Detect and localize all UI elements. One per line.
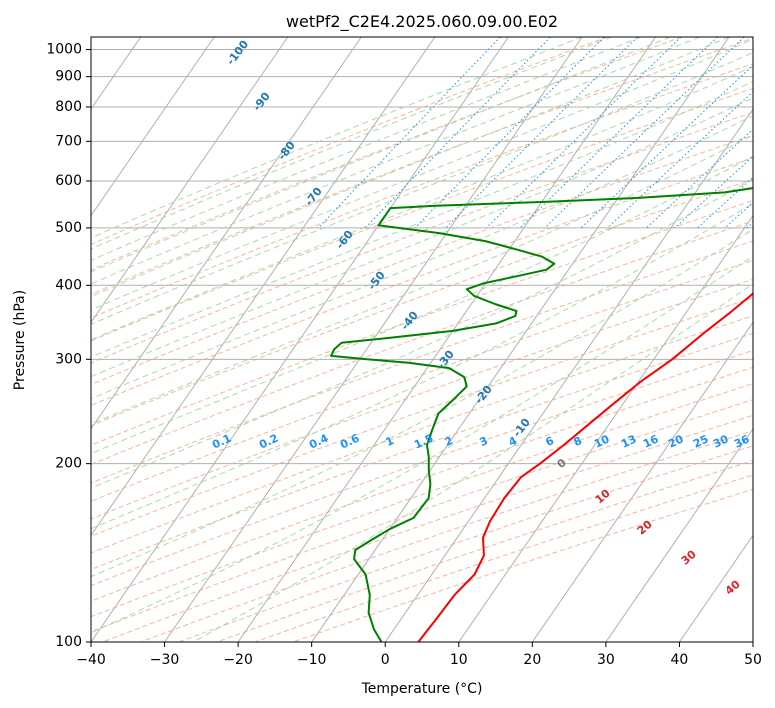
dry-adiabat — [91, 87, 753, 342]
dewpoint-profile-line — [330, 187, 753, 642]
mixing-ratio-label: 10 — [592, 432, 612, 450]
dry-adiabat — [91, 37, 682, 271]
mixing-ratio-line — [317, 37, 501, 229]
moist-adiabat — [91, 155, 753, 455]
mixing-ratio-label: 13 — [619, 432, 638, 450]
y-tick-label: 500 — [55, 220, 82, 236]
plot-frame — [90, 36, 754, 643]
y-axis-label: Pressure (hPa) — [12, 290, 28, 390]
mixing-ratio-line — [607, 90, 753, 229]
y-tick-label: 300 — [55, 351, 82, 367]
dry-adiabat — [91, 157, 753, 406]
moist-adiabat — [91, 37, 583, 239]
dry-adiabat — [91, 366, 753, 602]
mixing-ratio-label: 25 — [691, 432, 710, 450]
isotherm-line — [91, 37, 509, 642]
moist-adiabat — [91, 37, 671, 273]
isotherm-line — [91, 37, 362, 430]
x-tick-label: −20 — [223, 652, 253, 668]
moist-adiabat — [91, 65, 753, 341]
mixing-ratio-line — [697, 176, 753, 229]
mixing-ratio-label: 36 — [732, 432, 752, 450]
isotherm-line — [384, 108, 753, 642]
x-tick-label: 20 — [523, 652, 541, 668]
mixing-ratio-label: 30 — [711, 432, 731, 450]
x-tick-label: 30 — [597, 652, 615, 668]
plot-area: -100-90-80-70-60-50-40-30-20-100.1 0.2 0.4… — [91, 37, 753, 642]
mixing-ratio-lines — [317, 37, 753, 229]
x-tick-label: −10 — [297, 652, 327, 668]
moist-adiabat — [91, 115, 753, 400]
x-tick-label: 50 — [744, 652, 762, 668]
y-axis-ticks: 100 200 300 400 500 600 700 800 900 1000 — [46, 42, 91, 650]
moist-adiabat — [91, 80, 753, 358]
y-tick-label: 200 — [55, 456, 82, 472]
dry-adiabat — [91, 383, 753, 618]
mixing-ratio-line — [519, 37, 718, 229]
mixing-ratio-line — [445, 37, 638, 229]
chart-title: wetPf2_C2E4.2025.060.09.00.E02 — [286, 12, 558, 32]
isotherm-line — [679, 534, 753, 642]
mixing-ratio-line — [364, 37, 551, 229]
temperature-profile-line — [417, 292, 753, 642]
y-tick-label: 1000 — [46, 42, 82, 58]
mixing-ratio-line — [486, 37, 682, 229]
y-tick-label: 100 — [55, 634, 82, 650]
y-tick-label: 800 — [55, 99, 82, 115]
moist-adiabat — [91, 37, 612, 250]
moist-adiabat — [91, 51, 753, 325]
moist-adiabat — [91, 38, 753, 311]
x-tick-label: 0 — [381, 652, 390, 668]
y-tick-label: 400 — [55, 277, 82, 293]
isotherm-line — [91, 37, 215, 217]
x-tick-label: 10 — [450, 652, 468, 668]
mixing-ratio-label: 16 — [641, 432, 661, 450]
moist-adiabat — [91, 37, 642, 261]
isotherm-line — [91, 37, 289, 324]
sounding-series — [330, 187, 753, 642]
moist-adiabat — [91, 37, 700, 285]
y-tick-label: 700 — [55, 133, 82, 149]
x-tick-label: −40 — [76, 652, 106, 668]
x-tick-label: 40 — [671, 652, 689, 668]
y-tick-label: 900 — [55, 69, 82, 85]
y-tick-label: 600 — [55, 173, 82, 189]
isotherm-line — [531, 321, 753, 642]
moist-adiabats — [91, 37, 753, 642]
moist-adiabat — [91, 37, 730, 297]
dry-adiabat — [91, 199, 753, 446]
isotherm-line — [458, 214, 753, 642]
mixing-ratio-line — [414, 37, 605, 229]
isotherm-line — [605, 427, 753, 642]
x-axis-ticks: −40 −30 −20 −10 0 10 20 30 40 50 — [76, 642, 762, 668]
mixing-ratio-line — [674, 155, 753, 229]
x-axis-label: Temperature (°C) — [361, 681, 483, 697]
dry-adiabat — [91, 178, 753, 427]
moist-adiabat — [91, 134, 753, 425]
dry-adiabat — [91, 63, 753, 319]
pressure-gridlines — [91, 49, 753, 642]
mixing-ratio-label: 20 — [666, 432, 686, 450]
x-tick-label: −30 — [150, 652, 180, 668]
isotherm-line — [91, 37, 436, 537]
dry-adiabat — [91, 220, 753, 465]
